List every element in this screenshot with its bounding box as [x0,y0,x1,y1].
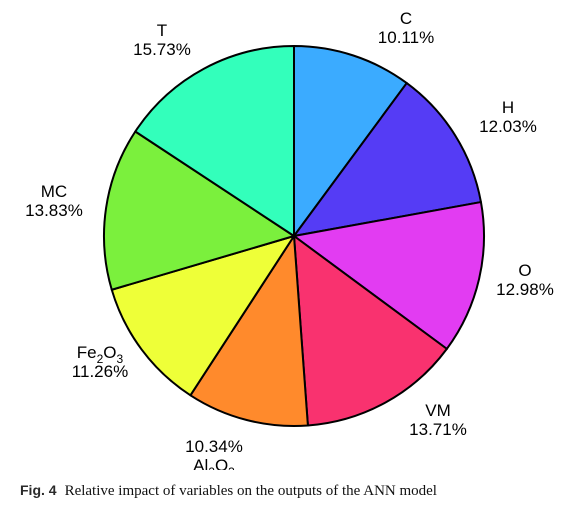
slice-value-mc: 13.83% [25,201,83,220]
pie-slice-o [293,201,485,350]
pie-slice-c [293,45,408,237]
slice-value-vm: 13.71% [409,420,467,439]
slice-label-h: H [502,98,514,117]
slice-value-al2o3: 10.34% [185,437,243,456]
pie-slice-t [134,45,295,237]
slice-label-fe2o3: Fe2O3 [77,343,124,366]
figure-caption-text: Relative impact of variables on the outp… [64,483,437,499]
slice-label-c: C [400,9,412,28]
pie-slice-al2o3 [189,235,309,427]
slice-value-t: 15.73% [133,40,191,59]
pie-slice-h [293,82,482,237]
slice-label-al2o3: Al2O3 [193,456,235,470]
slice-value-c: 10.11% [378,28,434,47]
pie-slices [103,45,485,427]
pie-slice-fe2o3 [110,235,295,397]
figure-number: Fig. 4 [20,482,57,498]
pie-slice-mc [103,130,295,291]
slice-label-t: T [157,21,167,40]
slice-label-mc: MC [41,182,67,201]
slice-value-o: 12.98% [496,280,554,299]
slice-value-h: 12.03% [479,117,537,136]
slice-label-o: O [518,261,531,280]
figure-caption: Fig. 4 Relative impact of variables on th… [20,482,560,500]
slice-value-fe2o3: 11.26% [72,362,128,381]
pie-slice-vm [293,235,448,427]
slice-label-vm: VM [425,401,451,420]
